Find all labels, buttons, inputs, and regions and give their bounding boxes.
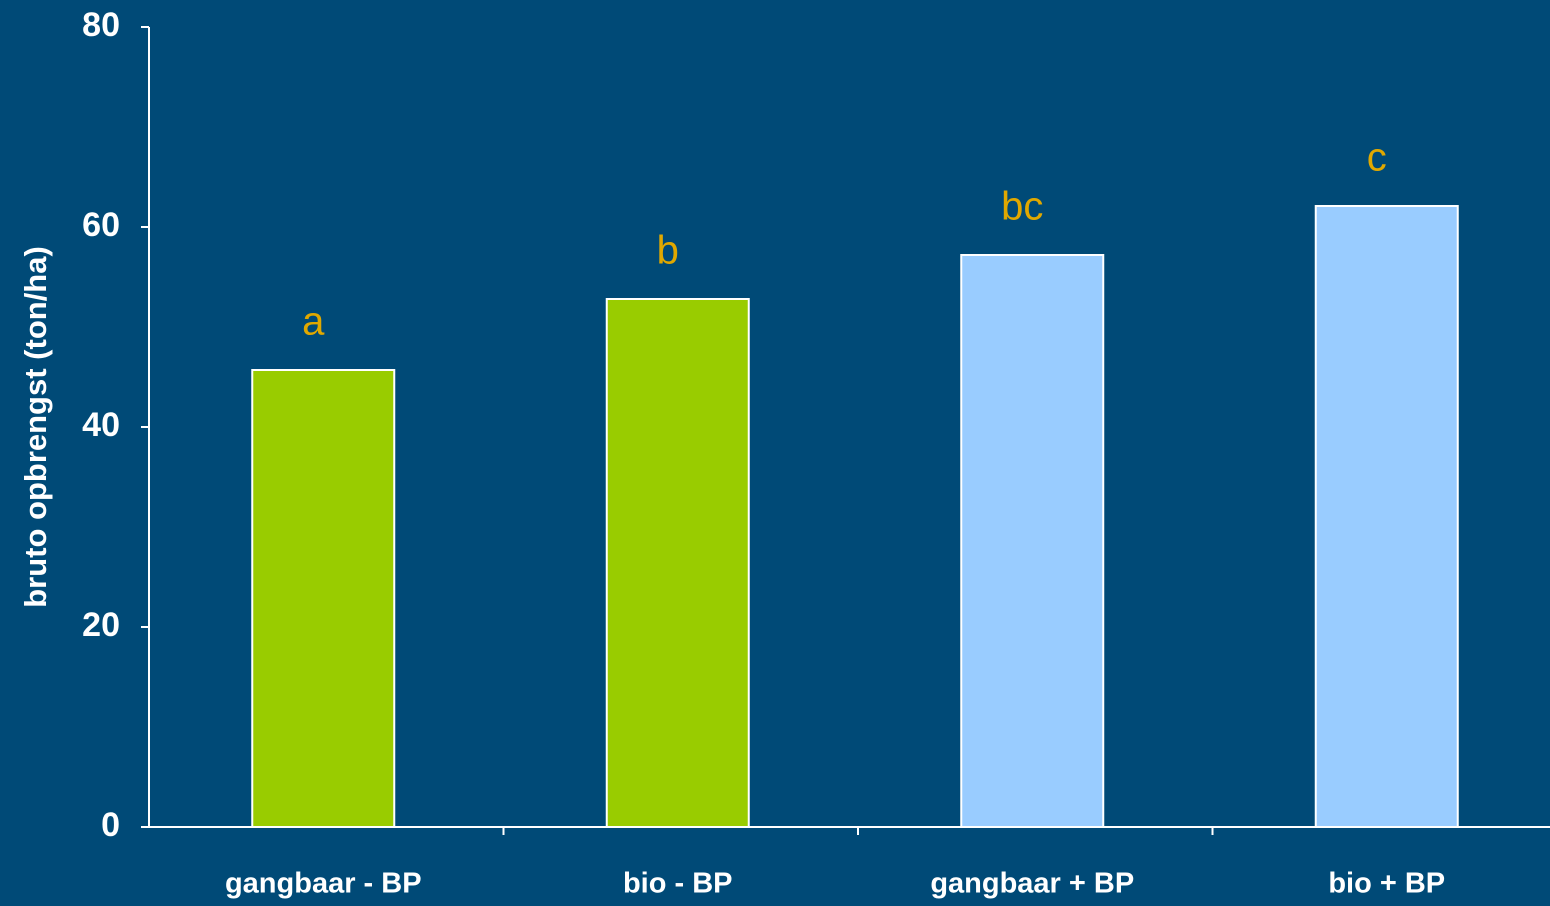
bar — [605, 298, 750, 828]
x-tick-label: bio + BP — [1328, 868, 1445, 900]
bar — [1314, 205, 1459, 828]
y-tick-label: 60 — [82, 206, 120, 244]
x-tick-label: gangbaar + BP — [930, 868, 1134, 900]
annotation: b — [657, 229, 679, 273]
x-tick-label: gangbaar - BP — [225, 868, 422, 900]
y-tick-label: 80 — [82, 6, 120, 44]
annotation: bc — [1001, 185, 1043, 229]
bar — [960, 254, 1105, 828]
x-tick-label: bio - BP — [623, 868, 733, 900]
annotation: c — [1367, 136, 1387, 180]
annotation: a — [302, 300, 325, 344]
y-tick-label: 20 — [82, 606, 120, 644]
bar — [251, 369, 396, 828]
y-tick-label: 40 — [82, 406, 120, 444]
y-axis-label: bruto opbrengst (ton/ha) — [18, 246, 53, 608]
y-tick-label: 0 — [101, 806, 120, 844]
